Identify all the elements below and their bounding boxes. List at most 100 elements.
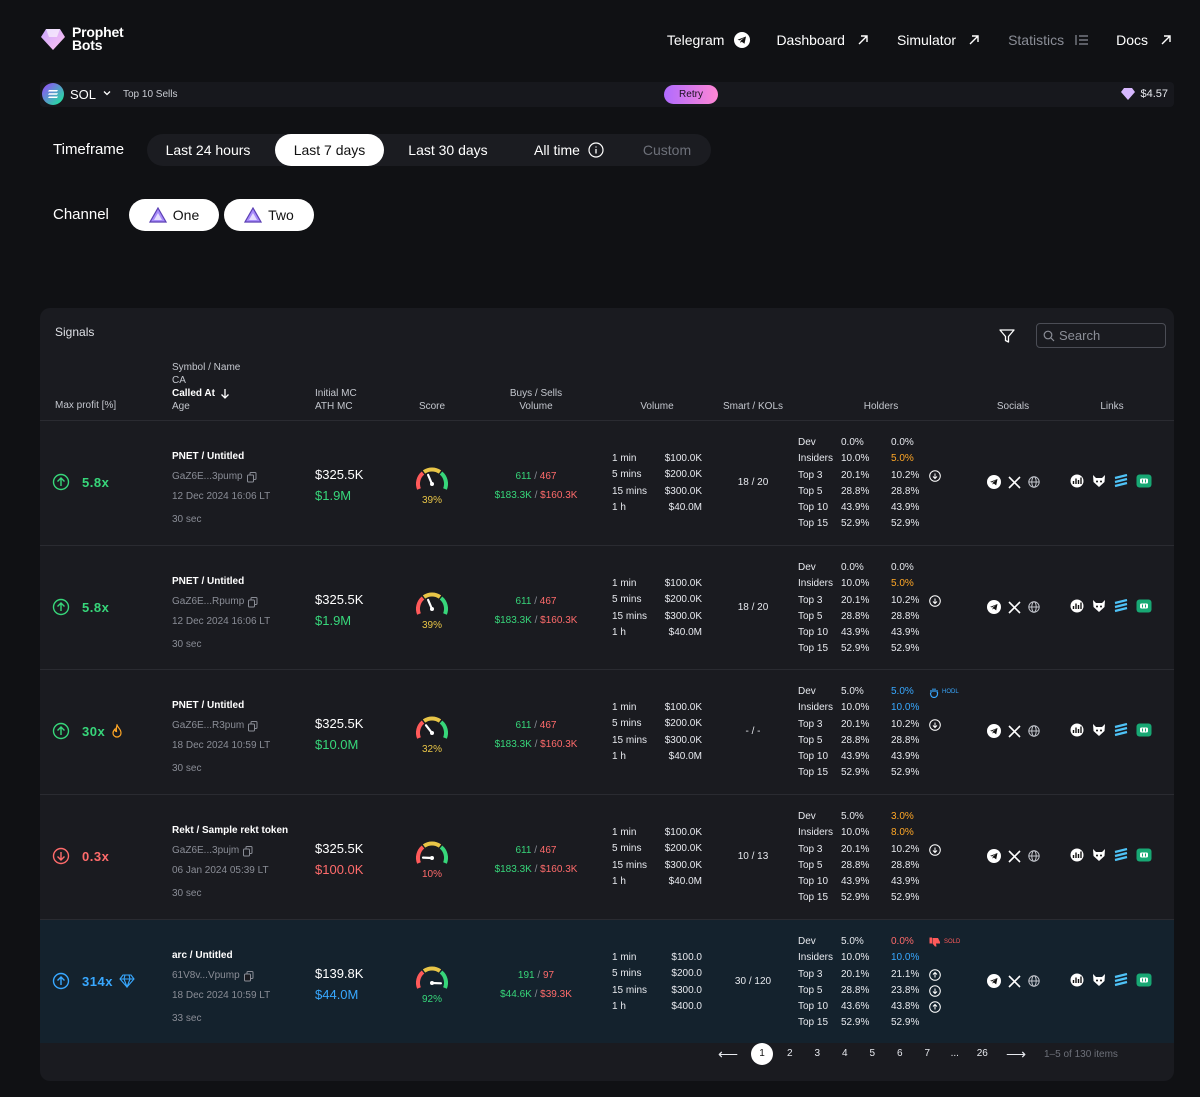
col-called-at[interactable]: Called At [172,387,240,400]
fox-icon[interactable] [1092,723,1106,737]
arrow-down-circle-icon[interactable] [929,594,941,607]
birdeye-icon[interactable] [1114,723,1128,737]
x-twitter-icon[interactable] [1007,600,1021,614]
col-max-profit[interactable]: Max profit [%] [55,400,117,411]
telegram-icon[interactable] [987,724,1001,738]
pagination: ⟵ 1 2 3 4 5 6 7... 26 ⟶ 1–5 of 130 items [708,1043,1118,1065]
table-row[interactable]: 314x arc / Untitled 61V8v...Vpump 18 Dec… [40,919,1174,1043]
dexscreener-icon[interactable] [1070,599,1084,613]
volume-value: $40.0M [668,750,702,762]
retry-button[interactable]: Retry [664,85,718,104]
tab-custom[interactable]: Custom [642,142,692,158]
col-ath-mc[interactable]: ATH MC [315,401,353,412]
col-holders[interactable]: Holders [863,401,899,412]
channel-two-button[interactable]: Two [224,199,314,231]
page-1[interactable]: 1 [751,1043,773,1065]
telegram-icon[interactable] [987,600,1001,614]
x-twitter-icon[interactable] [1007,974,1021,988]
col-buys-sells[interactable]: Buys / Sells [509,388,563,399]
arrow-down-circle-icon[interactable] [929,985,941,997]
birdeye-icon[interactable] [1114,973,1128,987]
fox-icon[interactable] [1092,848,1106,862]
telegram-icon[interactable] [987,849,1001,863]
birdeye-icon[interactable] [1114,474,1128,488]
chain-selector[interactable]: SOL [42,83,112,105]
dexscreener-icon[interactable] [1070,474,1084,488]
next-page-button[interactable]: ⟶ [1005,1045,1027,1062]
col-initial-mc[interactable]: Initial MC [315,388,357,399]
copy-icon[interactable] [243,845,253,857]
volume-row: 5 mins $200.0K [612,467,702,483]
arrow-down-circle-icon[interactable] [929,718,941,731]
channel-one-button[interactable]: One [129,199,219,231]
logo[interactable]: Prophet Bots [40,25,124,52]
fox-icon[interactable] [1092,599,1106,613]
page-7[interactable]: 7 [924,1048,931,1059]
photon-icon[interactable] [1136,599,1152,613]
token-symbol-name[interactable]: PNET / Untitled [172,451,245,462]
token-symbol-name[interactable]: Rekt / Sample rekt token [172,825,289,836]
globe-icon[interactable] [1027,724,1041,738]
copy-icon[interactable] [243,970,254,982]
nav-telegram[interactable]: Telegram [667,32,751,48]
col-smart-kols[interactable]: Smart / KOLs [722,401,783,412]
globe-icon[interactable] [1027,475,1041,489]
telegram-icon[interactable] [987,475,1001,489]
nav-statistics[interactable]: Statistics [1008,32,1090,48]
filter-icon[interactable] [998,327,1016,345]
page-count: 1–5 of 130 items [1044,1048,1118,1060]
tab-all-time[interactable]: All time [519,134,619,166]
x-twitter-icon[interactable] [1007,475,1021,489]
photon-icon[interactable] [1136,973,1152,987]
arrow-up-circle-icon[interactable] [929,1001,941,1014]
nav-docs[interactable]: Docs [1116,32,1174,48]
token-symbol-name[interactable]: PNET / Untitled [172,576,245,587]
fox-icon[interactable] [1092,973,1106,987]
token-symbol-name[interactable]: PNET / Untitled [172,700,245,711]
globe-icon[interactable] [1027,974,1041,988]
table-row[interactable]: 30x PNET / Untitled GaZ6E...R3pum 18 Dec… [40,669,1174,793]
search-input[interactable] [1059,328,1159,343]
col-symbol[interactable]: Symbol / Name [172,362,241,373]
photon-icon[interactable] [1136,848,1152,862]
page-6[interactable]: 6 [896,1048,903,1059]
page-26[interactable]: 26 [976,1048,988,1059]
table-row[interactable]: 0.3x Rekt / Sample rekt token GaZ6E...3p… [40,794,1174,918]
photon-icon[interactable] [1136,474,1152,488]
fox-icon[interactable] [1092,474,1106,488]
tab-last-30-days[interactable]: Last 30 days [408,142,488,158]
page-4[interactable]: 4 [841,1048,848,1059]
photon-icon[interactable] [1136,723,1152,737]
copy-icon[interactable] [248,720,258,732]
dexscreener-icon[interactable] [1070,848,1084,862]
prev-page-button[interactable]: ⟵ [717,1045,739,1062]
page-5[interactable]: 5 [869,1048,876,1059]
arrow-down-circle-icon[interactable] [929,469,941,482]
x-twitter-icon[interactable] [1007,724,1021,738]
table-row[interactable]: 5.8x PNET / Untitled GaZ6E...3pump 12 De… [40,420,1174,544]
copy-icon[interactable] [246,471,257,483]
arrow-up-circle-icon[interactable] [929,968,941,981]
birdeye-icon[interactable] [1114,848,1128,862]
globe-icon[interactable] [1027,600,1041,614]
dexscreener-icon[interactable] [1070,973,1084,987]
col-score[interactable]: Score [418,401,446,412]
token-symbol-name[interactable]: arc / Untitled [172,950,233,961]
sell-volume: $160.3K [540,864,578,875]
globe-icon[interactable] [1027,849,1041,863]
dexscreener-icon[interactable] [1070,723,1084,737]
nav-dashboard[interactable]: Dashboard [776,32,871,48]
page-2[interactable]: 2 [786,1048,793,1059]
col-volume[interactable]: Volume [640,401,674,412]
copy-icon[interactable] [248,596,258,608]
tab-last-24-hours[interactable]: Last 24 hours [165,142,251,158]
called-at: 12 Dec 2024 16:06 LT [172,491,271,502]
page-3[interactable]: 3 [814,1048,821,1059]
tab-last-7-days[interactable]: Last 7 days [275,134,384,166]
telegram-icon[interactable] [987,974,1001,988]
nav-simulator[interactable]: Simulator [897,32,982,48]
arrow-down-circle-icon[interactable] [929,843,941,856]
birdeye-icon[interactable] [1114,599,1128,613]
x-twitter-icon[interactable] [1007,849,1021,863]
table-row[interactable]: 5.8x PNET / Untitled GaZ6E...Rpump 12 De… [40,545,1174,669]
